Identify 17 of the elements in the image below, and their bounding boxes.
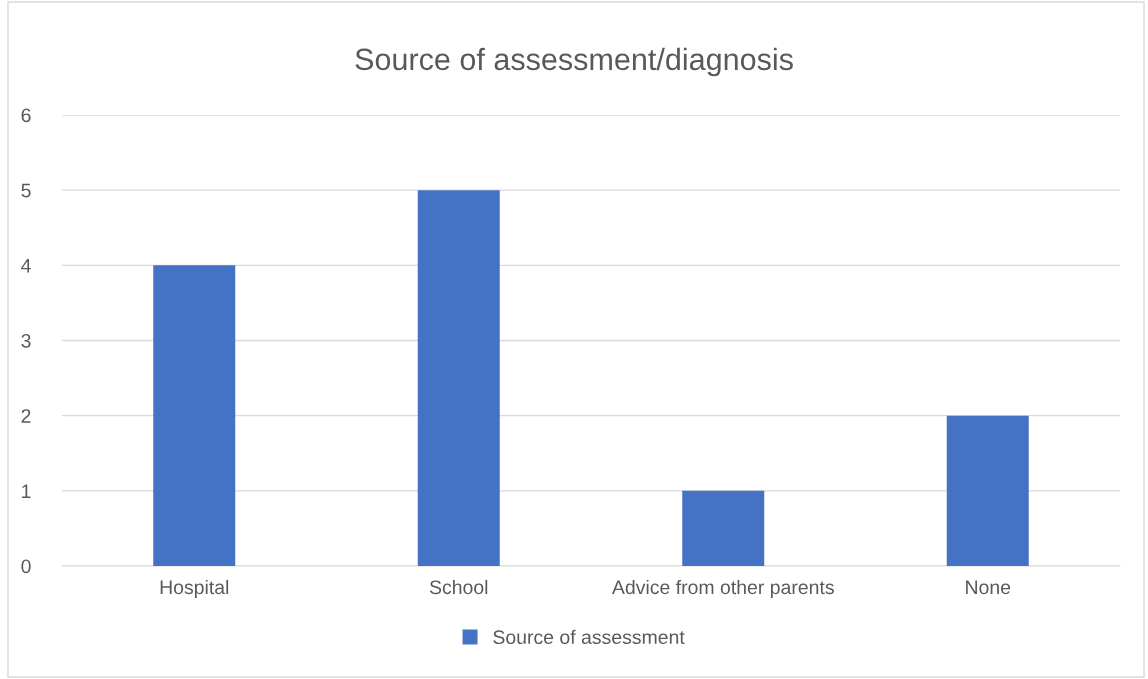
- x-tick-label: Advice from other parents: [611, 579, 834, 599]
- y-tick-label: 3: [21, 333, 31, 348]
- x-tick-label: School: [429, 579, 488, 595]
- y-tick-label: 6: [21, 108, 31, 123]
- chart-title: Source of assessment/diagnosis: [355, 47, 793, 77]
- legend-label: Source of assessment: [493, 629, 685, 645]
- bar: [417, 190, 500, 566]
- bar: [946, 415, 1029, 566]
- y-tick-label: 2: [21, 409, 31, 423]
- y-tick-label: 5: [21, 183, 31, 198]
- x-tick-label: Hospital: [160, 579, 229, 599]
- x-tick-label: None: [966, 580, 1011, 595]
- bar: [682, 490, 765, 566]
- y-tick-label: 4: [21, 259, 31, 273]
- y-tick-label: 0: [21, 559, 31, 574]
- bar: [153, 265, 236, 566]
- y-tick-label: 1: [22, 484, 31, 498]
